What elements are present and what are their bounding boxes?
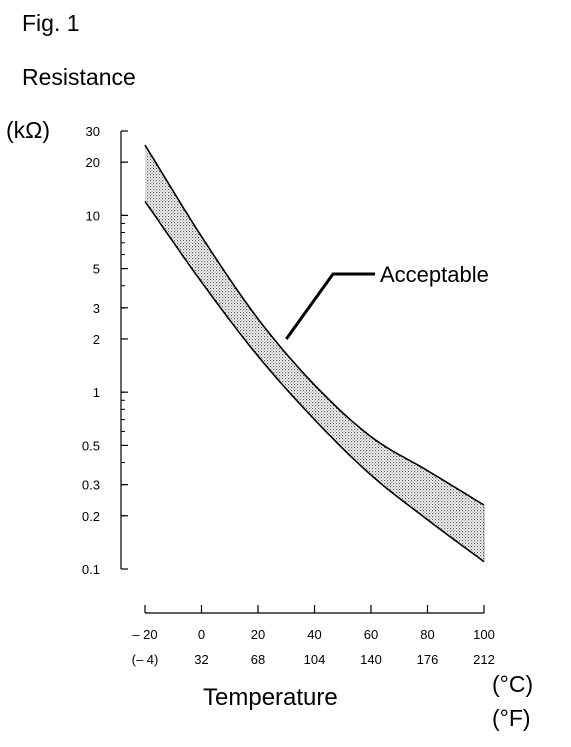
acceptable-band-layer <box>144 144 485 563</box>
annotation-layer: Acceptable <box>285 262 489 340</box>
y-tick-label: 30 <box>86 124 100 139</box>
y-tick-label: 2 <box>93 332 100 347</box>
y-tick-label: 1 <box>93 385 100 400</box>
x-tick-label-celsius: 20 <box>251 627 265 642</box>
y-tick-label: 10 <box>86 208 100 223</box>
x-tick-label-celsius: 60 <box>364 627 378 642</box>
y-tick-label: 3 <box>93 301 100 316</box>
x-axis-title: Temperature <box>203 684 338 711</box>
x-tick-label-fahrenheit: 140 <box>360 652 382 667</box>
lower-limit-curve <box>144 200 485 563</box>
x-tick-label-celsius: – 20 <box>132 627 157 642</box>
y-tick-label: 5 <box>93 262 100 277</box>
y-tick-label: 0.3 <box>82 478 100 493</box>
y-axis-title: Resistance <box>22 64 136 90</box>
y-tick-label: 0.2 <box>82 509 100 524</box>
x-axis-unit-celsius: (°C) <box>492 671 534 697</box>
x-tick-label-celsius: 40 <box>307 627 321 642</box>
x-tick-label-fahrenheit: 32 <box>194 652 208 667</box>
x-tick-label-celsius: 80 <box>420 627 434 642</box>
y-tick-label: 0.1 <box>82 562 100 577</box>
y-tick-label: 20 <box>86 155 100 170</box>
x-tick-label-fahrenheit: 68 <box>251 652 265 667</box>
acceptable-label: Acceptable <box>380 262 489 287</box>
y-tick-label: 0.5 <box>82 438 100 453</box>
figure-label: Fig. 1 <box>22 10 80 36</box>
acceptable-band-fill <box>145 145 484 562</box>
x-tick-label-fahrenheit: 212 <box>473 652 495 667</box>
x-tick-label-fahrenheit: 176 <box>417 652 439 667</box>
upper-limit-curve <box>144 144 485 506</box>
x-axis-unit-fahrenheit: (°F) <box>492 705 531 731</box>
x-tick-label-fahrenheit: 104 <box>304 652 326 667</box>
annotation-leader-line <box>285 272 375 340</box>
x-tick-label-fahrenheit: (– 4) <box>132 652 159 667</box>
y-axis-unit: (kΩ) <box>6 117 51 143</box>
x-tick-label-celsius: 100 <box>473 627 495 642</box>
axes-layer <box>120 130 485 614</box>
x-tick-label-celsius: 0 <box>198 627 205 642</box>
